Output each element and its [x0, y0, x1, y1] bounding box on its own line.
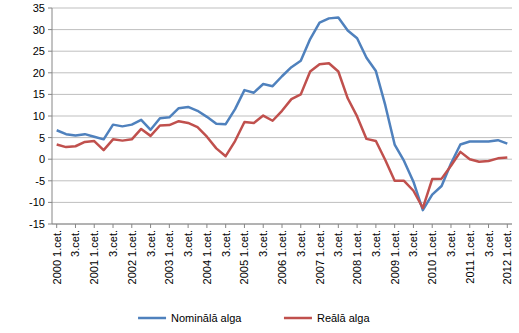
x-tick-label: 3.cet.: [483, 230, 495, 257]
legend-label: Nominālā alga: [171, 312, 242, 324]
y-tick-label: 30: [33, 24, 45, 36]
x-tick: [188, 224, 189, 228]
x-tick-label: 3.cet.: [370, 230, 382, 257]
x-tick: [338, 224, 339, 228]
grid-line: [52, 29, 512, 30]
x-tick: [357, 224, 358, 228]
x-tick: [488, 224, 489, 228]
x-tick-label: 2005 1.cet.: [238, 230, 250, 284]
y-tick-label: -10: [29, 196, 45, 208]
grid-line: [52, 137, 512, 138]
x-tick: [94, 224, 95, 228]
y-tick-label: 25: [33, 45, 45, 57]
grid-line: [52, 116, 512, 117]
legend-swatch: [138, 317, 166, 320]
x-tick: [319, 224, 320, 228]
x-tick-label: 3.cet.: [220, 230, 232, 257]
y-tick: [48, 8, 52, 9]
y-tick: [48, 180, 52, 181]
grid-line: [52, 8, 512, 9]
x-tick: [432, 224, 433, 228]
x-tick-label: 2002 1.cet.: [126, 230, 138, 284]
x-tick: [507, 224, 508, 228]
y-tick-label: 20: [33, 67, 45, 79]
x-tick-label: 2004 1.cet.: [201, 230, 213, 284]
x-tick-label: 3.cet.: [145, 230, 157, 257]
plot-area: [57, 18, 508, 211]
x-tick-label: 2008 1.cet.: [351, 230, 363, 284]
x-tick: [150, 224, 151, 228]
y-tick: [48, 116, 52, 117]
x-tick: [394, 224, 395, 228]
y-tick: [48, 94, 52, 95]
x-tick-label: 3.cet.: [182, 230, 194, 257]
y-tick: [48, 72, 52, 73]
legend-label: Reālā alga: [317, 312, 370, 324]
x-tick: [225, 224, 226, 228]
x-tick: [469, 224, 470, 228]
x-tick: [131, 224, 132, 228]
y-tick-label: 10: [33, 110, 45, 122]
y-tick: [48, 51, 52, 52]
series-line: [57, 63, 508, 208]
y-tick-label: 0: [39, 153, 45, 165]
x-tick: [300, 224, 301, 228]
x-tick: [282, 224, 283, 228]
y-tick-label: -15: [29, 218, 45, 230]
y-axis: [52, 8, 53, 224]
legend-swatch: [284, 317, 312, 320]
y-tick-label: 15: [33, 88, 45, 100]
x-tick: [375, 224, 376, 228]
x-tick-label: 3.cet.: [332, 230, 344, 257]
x-tick-label: 2006 1.cet.: [276, 230, 288, 284]
series-line: [57, 18, 508, 211]
x-tick-label: 2007 1.cet.: [314, 230, 326, 284]
x-tick-label: 2010 1.cet.: [426, 230, 438, 284]
x-tick-label: 2009 1.cet.: [389, 230, 401, 284]
x-tick-label: 2000 1.cet.: [51, 230, 63, 284]
x-tick: [244, 224, 245, 228]
y-tick-label: -5: [35, 175, 45, 187]
x-tick: [56, 224, 57, 228]
y-tick: [48, 202, 52, 203]
chart: -15 -10 -5 0 5 10 15 20 25 30 35 2000 1.cet. 3.cet. 2…: [0, 0, 519, 333]
y-tick-label: 35: [33, 2, 45, 14]
x-tick-label: 3.cet.: [257, 230, 269, 257]
x-tick-label: 2011 1.cet.: [464, 230, 476, 284]
x-tick-label: 3.cet.: [69, 230, 81, 257]
x-tick: [450, 224, 451, 228]
y-tick: [48, 224, 52, 225]
x-tick-label: 3.cet.: [445, 230, 457, 257]
grid-line: [52, 202, 512, 203]
x-tick-label: 3.cet.: [107, 230, 119, 257]
y-tick-label: 5: [39, 132, 45, 144]
x-tick: [75, 224, 76, 228]
y-tick: [48, 137, 52, 138]
y-tick: [48, 29, 52, 30]
x-tick-label: 2001 1.cet.: [88, 230, 100, 284]
x-tick: [169, 224, 170, 228]
x-tick-label: 2012 1.cet.: [501, 230, 513, 284]
x-tick: [206, 224, 207, 228]
y-tick: [48, 159, 52, 160]
x-tick: [113, 224, 114, 228]
grid-line: [52, 94, 512, 95]
x-tick: [413, 224, 414, 228]
x-tick: [263, 224, 264, 228]
grid-line: [52, 159, 512, 160]
grid-line: [52, 72, 512, 73]
x-tick-label: 2003 1.cet.: [163, 230, 175, 284]
grid-line: [52, 51, 512, 52]
x-tick-label: 3.cet.: [295, 230, 307, 257]
x-tick-label: 3.cet.: [407, 230, 419, 257]
